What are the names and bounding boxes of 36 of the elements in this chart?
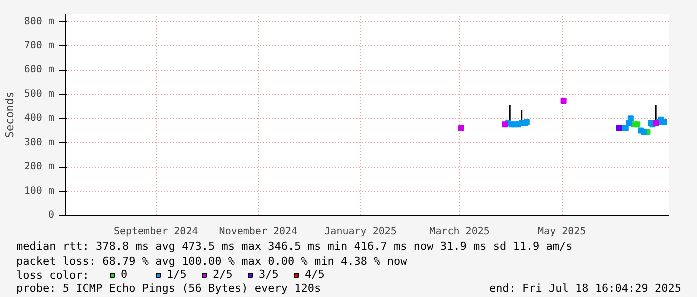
point bbox=[622, 125, 629, 132]
text: median rtt: 378.8 ms avg 473.5 ms max 346.5 ms min 416.7 ms now 31.9 ms sd 11.9 am/s bbox=[16, 240, 573, 253]
legend-label: 2/5 bbox=[213, 268, 233, 281]
y-tick-label: 300 m bbox=[24, 137, 55, 148]
y-tick-label: 200 m bbox=[24, 162, 55, 173]
y-tick-label: 700 m bbox=[24, 40, 55, 52]
x-tick-label: May 2025 bbox=[538, 226, 586, 238]
y-tick-label: 400 m bbox=[24, 113, 55, 124]
legend-label: 4/5 bbox=[305, 268, 325, 281]
y-tick-label: 500 m bbox=[24, 88, 55, 100]
point bbox=[626, 120, 632, 126]
point bbox=[634, 122, 641, 128]
text: end: Fri Jul 18 16:04:29 2025 bbox=[489, 282, 682, 295]
x-tick-label: November 2024 bbox=[219, 226, 298, 238]
legend-label: 3/5 bbox=[259, 268, 279, 281]
point bbox=[458, 125, 464, 132]
point bbox=[641, 128, 648, 135]
legend-label: 1/5 bbox=[167, 268, 187, 281]
x-tick-label: March 2025 bbox=[430, 226, 490, 238]
text: packet loss: 68.79 % avg 100.00 % max 0.00 % min 4.38 % now bbox=[16, 255, 408, 268]
y-tick-label: 0 bbox=[48, 210, 55, 221]
point bbox=[616, 125, 622, 132]
text: probe: 5 ICMP Echo Pings (56 Bytes) every 120s bbox=[16, 282, 322, 295]
y-tick-label: 100 m bbox=[24, 186, 55, 197]
point bbox=[502, 122, 508, 128]
point bbox=[661, 119, 668, 126]
legend-title: loss color: bbox=[16, 269, 90, 282]
point bbox=[653, 120, 660, 126]
y-axis-title: Seconds bbox=[3, 92, 16, 138]
x-tick-label: January 2025 bbox=[324, 226, 397, 238]
x-tick-label: September 2024 bbox=[114, 226, 198, 238]
y-tick-label: 600 m bbox=[24, 64, 55, 76]
point bbox=[560, 98, 567, 104]
point bbox=[628, 116, 634, 122]
y-tick-label: 800 m bbox=[24, 16, 55, 28]
legend-label: 0 bbox=[121, 268, 129, 281]
